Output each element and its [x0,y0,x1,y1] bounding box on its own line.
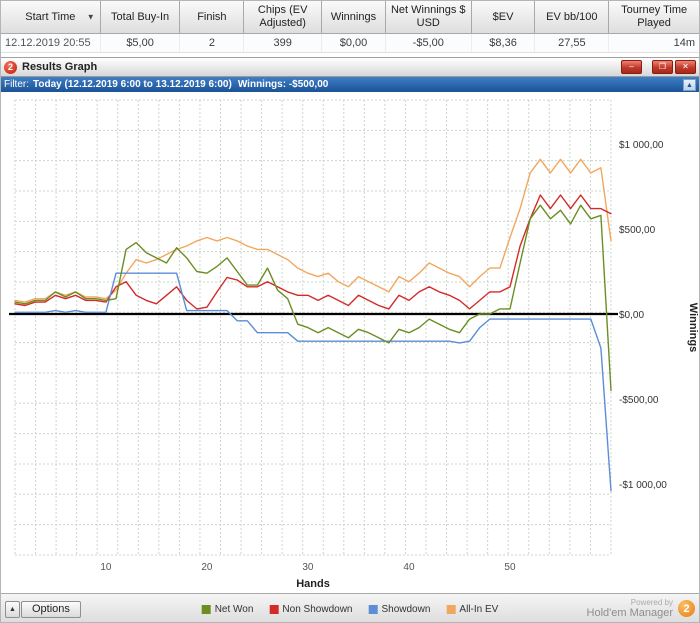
close-button[interactable]: ✕ [675,60,696,74]
powered-by-caption: Powered by [630,597,673,607]
svg-text:30: 30 [302,562,314,573]
cell-winnings: $0,00 [322,34,386,52]
column-header-ev-bb-100[interactable]: EV bb/100 [535,1,610,34]
winnings-line-chart[interactable]: $1 000,00 $500,00 $0,00 -$500,00 -$1 000,00 1… [1,92,700,593]
svg-text:-$1 000,00: -$1 000,00 [619,480,667,491]
filter-winnings-text: Winnings: -$500,00 [237,79,329,90]
cell-start-time: 12.12.2019 20:55 [1,34,101,52]
net-won-swatch-icon [201,604,211,614]
legend-item-net-won: Net Won [201,603,254,615]
results-graph-chart: $1 000,00 $500,00 $0,00 -$500,00 -$1 000,00 1… [1,92,699,593]
all-in-ev-swatch-icon [446,604,456,614]
column-header-label: Start Time [25,10,76,23]
svg-text:50: 50 [504,562,516,573]
legend-item-non-showdown: Non Showdown [269,604,352,615]
table-gap [1,53,699,57]
svg-text:20: 20 [201,562,213,573]
legend-label: Showdown [381,603,431,615]
svg-text:Winnings: Winnings [687,303,699,352]
column-header-ev-usd[interactable]: $EV [471,1,536,34]
cell-net-winnings-usd: -$5,00 [386,34,472,52]
svg-text:10: 10 [100,562,112,573]
window-title: Results Graph [22,61,98,73]
powered-by-text: Powered by Hold'em Manager [586,597,673,620]
filter-expand-button[interactable]: ▲ [683,78,696,91]
legend-item-all-in-ev: All-In EV [446,604,498,615]
cell-finish: 2 [180,34,245,52]
column-header-chips-ev-adjusted[interactable]: Chips (EV Adjusted) [244,1,323,34]
column-header-total-buy-in[interactable]: Total Buy-In [100,1,181,34]
legend-item-showdown: Showdown [368,604,430,615]
legend-label: Non Showdown [282,603,353,615]
cell-chips-ev-adjusted: 399 [244,34,323,52]
cell-tourney-time-played: 14m [673,37,696,49]
svg-text:$0,00: $0,00 [619,310,644,321]
window-controls: – ❐ ✕ [621,60,696,74]
minimize-button[interactable]: – [621,60,642,74]
collapse-arrow-button[interactable]: ▲ [5,600,20,618]
powered-by-block: Powered by Hold'em Manager 2 [586,597,695,620]
legend-label: Net Won [214,603,254,615]
column-header-net-winnings-usd[interactable]: Net Winnings $ USD [385,1,472,34]
svg-text:$1 000,00: $1 000,00 [619,140,664,151]
cell-ev-bb-100: 27,55 [535,34,610,52]
legend-label: All-In EV [459,603,499,615]
brand-name: Hold'em Manager [586,607,673,620]
svg-text:-$500,00: -$500,00 [619,395,659,406]
hm2-app-icon: 2 [4,60,17,74]
cell-ev-usd: $8,36 [472,34,536,52]
svg-text:Hands: Hands [296,578,330,590]
options-button[interactable]: Options [21,600,81,618]
column-header-winnings[interactable]: Winnings [322,1,386,34]
bottom-status-bar: ▲ Options Net Won Non Showdown Showdown … [1,593,699,622]
filter-label: Filter: [4,79,29,90]
column-header-start-time[interactable]: Start Time ▼ [1,1,101,34]
svg-text:$500,00: $500,00 [619,225,656,236]
non-showdown-swatch-icon [269,604,279,614]
options-cluster: ▲ Options [5,600,81,618]
summary-table-header: Start Time ▼ Total Buy-In Finish Chips (… [1,1,699,34]
column-header-finish[interactable]: Finish [180,1,245,34]
table-row[interactable]: 12.12.2019 20:55 $5,00 2 399 $0,00 -$5,0… [1,34,699,53]
chart-legend: Net Won Non Showdown Showdown All-In EV [201,603,498,615]
filter-range-text: Today (12.12.2019 6:00 to 13.12.2019 6:0… [33,79,232,90]
cell-total-buy-in: $5,00 [101,34,181,52]
results-graph-titlebar[interactable]: 2 Results Graph – ❐ ✕ [1,57,699,77]
holdem-manager-logo-icon: 2 [678,600,695,618]
column-header-tourney-time-played[interactable]: Tourney Time Played [609,1,699,34]
dropdown-arrow-icon[interactable]: ▼ [86,12,95,22]
showdown-swatch-icon [368,604,378,614]
svg-text:40: 40 [403,562,415,573]
filter-bar[interactable]: Filter: Today (12.12.2019 6:00 to 13.12.… [1,77,699,92]
maximize-button[interactable]: ❐ [652,60,673,74]
